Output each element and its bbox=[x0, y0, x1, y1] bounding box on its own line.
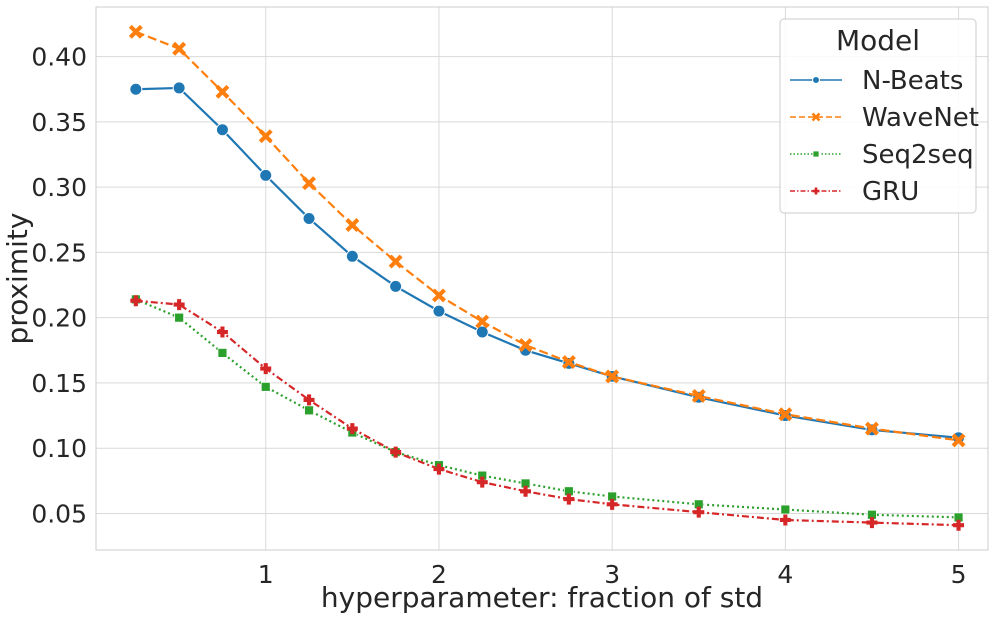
data-point bbox=[174, 312, 185, 323]
data-point bbox=[476, 476, 488, 488]
data-point bbox=[433, 463, 445, 475]
data-point bbox=[129, 82, 143, 96]
y-axis-ticks: 0.05 0.10 0.15 0.20 0.25 0.30 0.35 0.40 bbox=[31, 43, 87, 529]
x-axis-ticks: 1 2 3 4 5 bbox=[258, 560, 967, 589]
data-point bbox=[693, 506, 705, 518]
series-line bbox=[135, 86, 959, 439]
data-point bbox=[951, 433, 966, 448]
data-point bbox=[260, 381, 271, 392]
legend-label: WaveNet bbox=[862, 103, 979, 133]
data-point bbox=[561, 355, 576, 369]
data-point bbox=[217, 348, 228, 358]
x-tick-label: 4 bbox=[777, 560, 793, 589]
data-point bbox=[691, 389, 706, 403]
data-point bbox=[130, 295, 142, 307]
data-point bbox=[475, 325, 489, 339]
data-point bbox=[475, 314, 490, 329]
legend-item: WaveNet bbox=[790, 103, 979, 133]
plot-frame bbox=[95, 6, 989, 551]
data-point bbox=[215, 123, 229, 137]
data-point bbox=[128, 24, 143, 39]
data-point bbox=[390, 446, 402, 458]
data-point bbox=[172, 41, 187, 56]
data-point bbox=[303, 394, 315, 406]
legend-marker bbox=[812, 150, 820, 158]
y-tick-label: 0.15 bbox=[31, 369, 87, 398]
data-point bbox=[172, 81, 186, 95]
data-point bbox=[260, 363, 272, 375]
legend-item: N-Beats bbox=[790, 66, 963, 96]
legend-item: GRU bbox=[790, 177, 919, 207]
y-tick-label: 0.05 bbox=[31, 499, 87, 528]
y-tick-label: 0.25 bbox=[31, 238, 87, 267]
data-point bbox=[953, 519, 965, 531]
data-point bbox=[520, 485, 532, 497]
series-wavenet bbox=[128, 24, 966, 448]
x-tick-label: 1 bbox=[258, 560, 274, 589]
data-point bbox=[432, 304, 446, 318]
series-gru bbox=[130, 295, 965, 531]
data-point bbox=[345, 249, 359, 263]
legend-box bbox=[779, 18, 977, 214]
y-tick-label: 0.35 bbox=[31, 108, 87, 137]
data-point bbox=[778, 407, 793, 422]
legend-label: Seq2seq bbox=[862, 140, 974, 170]
legend-label: GRU bbox=[862, 177, 919, 207]
y-tick-label: 0.30 bbox=[31, 173, 87, 202]
data-point bbox=[302, 211, 316, 225]
series-line bbox=[135, 299, 959, 527]
legend: Model N-Beats WaveNet Seq2seq GRU bbox=[779, 18, 979, 214]
data-point bbox=[258, 129, 273, 144]
data-point bbox=[345, 218, 360, 232]
series-line bbox=[135, 298, 959, 519]
legend-title: Model bbox=[836, 24, 920, 57]
legend-marker bbox=[812, 76, 820, 84]
data-point bbox=[431, 288, 446, 303]
legend-marker bbox=[812, 187, 820, 195]
x-axis-label: hyperparameter: fraction of std bbox=[321, 581, 763, 614]
data-point bbox=[563, 493, 575, 505]
legend-label: N-Beats bbox=[862, 66, 963, 96]
data-point bbox=[866, 517, 878, 529]
x-tick-label: 5 bbox=[951, 560, 967, 589]
data-point bbox=[606, 498, 618, 510]
data-point bbox=[302, 176, 316, 191]
data-point bbox=[173, 299, 185, 311]
legend-item: Seq2seq bbox=[790, 140, 974, 170]
data-point bbox=[518, 338, 533, 353]
series-layer bbox=[128, 24, 966, 531]
data-point bbox=[304, 405, 314, 416]
data-point bbox=[779, 514, 791, 526]
data-point bbox=[389, 279, 403, 293]
data-point bbox=[864, 421, 879, 436]
series-line bbox=[135, 30, 959, 442]
y-tick-label: 0.10 bbox=[31, 434, 87, 463]
data-point bbox=[215, 84, 230, 99]
legend-marker bbox=[811, 112, 821, 122]
data-point bbox=[605, 369, 620, 384]
data-point bbox=[259, 168, 273, 182]
y-tick-label: 0.40 bbox=[31, 43, 87, 72]
x-tick-label: 2 bbox=[431, 560, 447, 589]
y-axis-label: proximity bbox=[1, 213, 34, 345]
data-point bbox=[216, 326, 228, 338]
data-point bbox=[780, 504, 791, 515]
y-tick-label: 0.20 bbox=[31, 304, 87, 333]
data-point bbox=[346, 423, 358, 435]
x-tick-label: 3 bbox=[604, 560, 620, 589]
data-point bbox=[388, 254, 403, 269]
